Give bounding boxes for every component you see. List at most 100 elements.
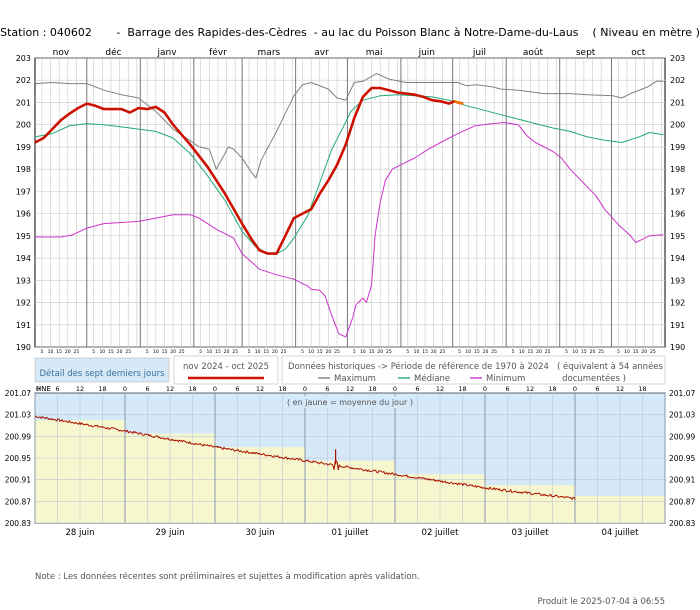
day-tick-label: 25 xyxy=(232,349,238,355)
detail-hour-label: 12 xyxy=(166,385,174,393)
month-label: déc xyxy=(105,47,121,58)
y-tick-label-left: 201 xyxy=(16,98,31,107)
day-tick-label: 15 xyxy=(528,349,534,355)
day-tick-label: 10 xyxy=(308,349,314,355)
detail-hour-label: 6 xyxy=(235,385,239,393)
y-tick-label-left: 191 xyxy=(16,321,31,330)
y-tick-label-right: 196 xyxy=(670,210,685,219)
chart-title: Station : 040602 - Barrage des Rapides-d… xyxy=(0,26,700,39)
recent-level-line xyxy=(35,415,576,500)
day-tick-label: 20 xyxy=(224,349,230,355)
detail-hour-label: 18 xyxy=(458,385,466,393)
y-tick-label-right: 194 xyxy=(670,254,685,263)
y-tick-label-left: 200 xyxy=(16,121,31,130)
day-tick-label: 15 xyxy=(108,349,114,355)
day-tick-label: 15 xyxy=(633,349,639,355)
y-tick-label-left: 193 xyxy=(16,276,31,285)
detail-y-tick-left: 200.99 xyxy=(5,432,31,441)
day-tick-label: 10 xyxy=(99,349,105,355)
detail-hour-label: 18 xyxy=(278,385,286,393)
month-label: nov xyxy=(53,48,70,58)
y-tick-label-right: 200 xyxy=(670,121,685,130)
detail-hour-label: 12 xyxy=(436,385,444,393)
y-tick-label-left: 197 xyxy=(16,187,31,196)
day-tick-label: 5 xyxy=(617,349,620,355)
day-tick-label: 5 xyxy=(146,349,149,355)
detail-hour-label: 0 xyxy=(483,385,487,393)
detail-hour-label: 12 xyxy=(76,385,84,393)
y-tick-label-left: 203 xyxy=(16,54,31,63)
detail-subtitle: ( en jaune = moyenne du jour ) xyxy=(287,398,413,407)
historical-label: Données historiques -> Période de référe… xyxy=(288,361,549,372)
detail-hour-label: 18 xyxy=(368,385,376,393)
detail-hour-label: 18 xyxy=(638,385,646,393)
day-tick-label: 25 xyxy=(545,349,551,355)
detail-y-tick-right: 200.83 xyxy=(669,519,695,528)
detail-y-tick-right: 201.03 xyxy=(669,411,695,420)
detail-y-tick-right: 200.91 xyxy=(669,476,695,485)
footer-text: Produit le 2025-07-04 à 06:55 xyxy=(538,597,665,607)
detail-day-label: 29 juin xyxy=(155,528,184,538)
detail-hour-label: 18 xyxy=(188,385,196,393)
detail-day-label: 30 juin xyxy=(245,528,274,538)
day-tick-label: 15 xyxy=(474,349,480,355)
minimum-legend-label: Minimum xyxy=(486,374,525,384)
day-tick-label: 25 xyxy=(386,349,392,355)
detail-hour-label: 12 xyxy=(346,385,354,393)
day-tick-label: 20 xyxy=(117,349,123,355)
detail-hour-label: 6 xyxy=(595,385,599,393)
month-label: mai xyxy=(366,48,383,58)
y-tick-label-right: 201 xyxy=(670,98,685,107)
day-tick-label: 20 xyxy=(536,349,542,355)
day-tick-label: 5 xyxy=(199,349,202,355)
y-tick-label-right: 199 xyxy=(670,143,685,152)
minimum-line xyxy=(35,122,664,338)
equivalent-label: ( équivalent à 54 années xyxy=(557,361,664,372)
detail-hour-label: 12 xyxy=(256,385,264,393)
day-tick-label: 25 xyxy=(650,349,656,355)
detail-y-tick-left: 201.03 xyxy=(5,411,31,420)
day-tick-label: 5 xyxy=(40,349,43,355)
day-tick-label: 25 xyxy=(125,349,131,355)
detail-hour-label: 0 xyxy=(36,385,40,393)
day-tick-label: 10 xyxy=(519,349,525,355)
day-tick-label: 25 xyxy=(281,349,287,355)
y-tick-label-right: 203 xyxy=(670,54,685,63)
y-tick-label-left: 192 xyxy=(16,299,31,308)
day-tick-label: 10 xyxy=(255,349,261,355)
day-tick-label: 15 xyxy=(162,349,168,355)
detail-hour-label: 6 xyxy=(415,385,419,393)
detail-hour-label: 6 xyxy=(325,385,329,393)
day-tick-label: 5 xyxy=(406,349,409,355)
month-label: juil xyxy=(472,48,486,58)
day-tick-label: 20 xyxy=(65,349,71,355)
day-tick-label: 5 xyxy=(512,349,515,355)
detail-day-label: 02 juillet xyxy=(422,528,460,538)
detail-label: Détail des sept derniers jours xyxy=(39,368,165,379)
day-tick-label: 5 xyxy=(92,349,95,355)
day-tick-label: 5 xyxy=(565,349,568,355)
documented-label: documentées ) xyxy=(562,373,626,384)
detail-y-tick-right: 201.07 xyxy=(669,389,695,398)
day-tick-label: 10 xyxy=(360,349,366,355)
detail-legend-box xyxy=(34,357,170,383)
day-tick-label: 25 xyxy=(179,349,185,355)
detail-y-tick-right: 200.87 xyxy=(669,497,695,506)
day-tick-label: 25 xyxy=(598,349,604,355)
day-tick-label: 20 xyxy=(272,349,278,355)
historical-legend-box xyxy=(281,355,666,385)
y-tick-label-left: 196 xyxy=(16,210,31,219)
day-tick-label: 20 xyxy=(483,349,489,355)
y-tick-label-right: 191 xyxy=(670,321,685,330)
detail-hour-label: 6 xyxy=(505,385,509,393)
detail-day-label: 03 juillet xyxy=(512,528,550,538)
day-tick-label: 20 xyxy=(590,349,596,355)
day-tick-label: 10 xyxy=(414,349,420,355)
day-tick-label: 10 xyxy=(572,349,578,355)
median-legend-label: Médiane xyxy=(414,373,450,384)
day-tick-label: 10 xyxy=(206,349,212,355)
detail-hour-label: 12 xyxy=(616,385,624,393)
detail-y-tick-left: 201.07 xyxy=(5,389,31,398)
detail-hour-label: 12 xyxy=(526,385,534,393)
period-legend-box xyxy=(173,355,279,385)
